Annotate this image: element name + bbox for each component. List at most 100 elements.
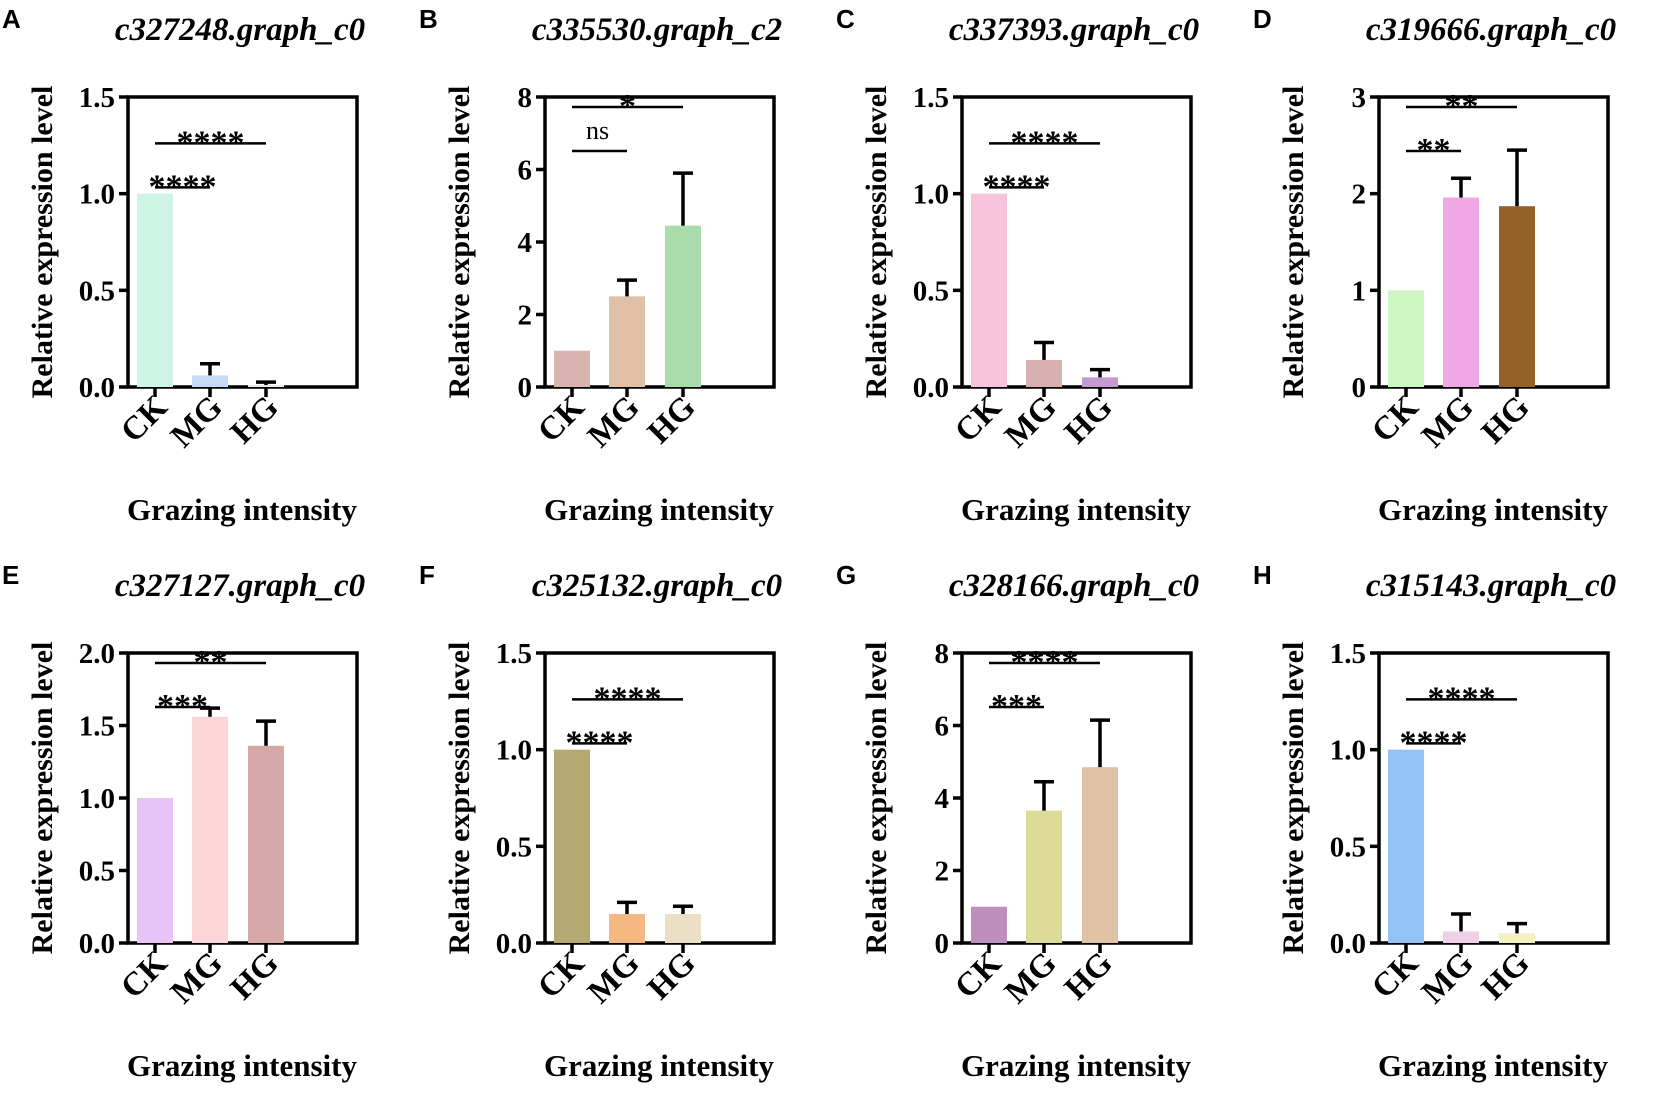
y-tick-label: 0.0 (1330, 928, 1366, 960)
chart-title: c325132.graph_c0 (532, 568, 782, 604)
chart-title: c335530.graph_c2 (532, 12, 782, 48)
significance-label: **** (1011, 124, 1079, 161)
significance-label: **** (1428, 680, 1496, 717)
y-tick-label: 0.5 (913, 275, 949, 307)
y-tick-label: 1.5 (1330, 638, 1366, 670)
category-label-mg: MG (164, 389, 230, 455)
bar-mg (609, 914, 645, 943)
y-tick-label: 1.0 (1330, 735, 1366, 767)
category-label-ck: CK (531, 945, 592, 1006)
x-axis-label: Grazing intensity (1378, 492, 1608, 527)
category-label-hg: HG (1475, 389, 1537, 451)
chart-title: c328166.graph_c0 (949, 568, 1199, 604)
y-axis-label: Relative expression level (26, 642, 59, 955)
chart-title: c327127.graph_c0 (115, 568, 365, 604)
y-tick-label: 1.0 (496, 735, 532, 767)
y-tick-label: 1.5 (79, 711, 115, 743)
category-label-hg: HG (224, 945, 286, 1007)
category-label-mg: MG (1415, 945, 1481, 1011)
y-tick-label: 1 (1352, 275, 1367, 307)
category-label-ck: CK (1365, 945, 1426, 1006)
category-label-ck: CK (114, 945, 175, 1006)
bar-mg (192, 716, 228, 943)
x-axis-label: Grazing intensity (127, 1048, 357, 1083)
x-axis-label: Grazing intensity (961, 492, 1191, 527)
y-tick-label: 1.5 (79, 82, 115, 114)
bar-ck (137, 798, 173, 943)
y-tick-label: 0.5 (79, 856, 115, 888)
category-label-ck: CK (948, 945, 1009, 1006)
bar-mg (192, 375, 228, 387)
bar-mg (1026, 810, 1062, 943)
category-label-ck: CK (531, 389, 592, 450)
panel-letter: A (2, 4, 21, 34)
y-tick-label: 0.0 (79, 928, 115, 960)
significance-label: **** (594, 680, 662, 717)
panel-letter: D (1253, 4, 1272, 34)
category-label-hg: HG (224, 389, 286, 451)
y-axis-label: Relative expression level (1277, 86, 1310, 399)
y-axis-label: Relative expression level (1277, 642, 1310, 955)
panel-letter: G (836, 560, 856, 590)
category-label-hg: HG (1058, 389, 1120, 451)
bar-hg (1082, 767, 1118, 943)
significance-label: **** (149, 168, 217, 205)
plot-frame (1377, 95, 1610, 389)
bar-ck (554, 350, 590, 387)
y-axis-label: Relative expression level (860, 642, 893, 955)
x-axis-label: Grazing intensity (961, 1048, 1191, 1083)
bar-mg (609, 296, 645, 387)
y-tick-label: 0 (935, 928, 950, 960)
category-label-mg: MG (581, 389, 647, 455)
x-axis-label: Grazing intensity (127, 492, 357, 527)
y-tick-label: 4 (935, 783, 950, 815)
panel-letter: C (836, 4, 855, 34)
significance-label: *** (157, 688, 208, 725)
significance-label: ** (1445, 88, 1479, 125)
category-label-ck: CK (1365, 389, 1426, 450)
significance-label: * (619, 88, 636, 125)
panel-letter: B (419, 4, 438, 34)
plot-frame (960, 95, 1193, 389)
y-tick-label: 0 (1352, 372, 1367, 404)
significance-label: **** (177, 124, 245, 161)
bar-ck (1388, 290, 1424, 387)
bar-ck (137, 193, 173, 387)
y-tick-label: 0.0 (79, 372, 115, 404)
bar-hg (665, 225, 701, 387)
chart-title: c319666.graph_c0 (1366, 12, 1616, 48)
category-label-hg: HG (641, 945, 703, 1007)
category-label-ck: CK (948, 389, 1009, 450)
y-tick-label: 0.0 (496, 928, 532, 960)
y-tick-label: 0.5 (496, 831, 532, 863)
y-tick-label: 8 (518, 82, 533, 114)
significance-label: ** (1417, 132, 1451, 169)
y-tick-label: 2 (1352, 179, 1367, 211)
category-label-mg: MG (1415, 389, 1481, 455)
bar-ck (971, 906, 1007, 943)
bar-hg (665, 914, 701, 943)
x-axis-label: Grazing intensity (1378, 1048, 1608, 1083)
category-label-ck: CK (114, 389, 175, 450)
bar-ck (1388, 749, 1424, 943)
y-tick-label: 1.5 (496, 638, 532, 670)
y-tick-label: 2.0 (79, 638, 115, 670)
y-axis-label: Relative expression level (443, 86, 476, 399)
significance-label: ** (194, 644, 228, 681)
significance-label: **** (1400, 724, 1468, 761)
category-label-mg: MG (998, 945, 1064, 1011)
bar-hg (248, 385, 284, 387)
panel-letter: F (419, 560, 435, 590)
significance-label: **** (1011, 644, 1079, 681)
category-label-hg: HG (1475, 945, 1537, 1007)
y-tick-label: 0 (518, 372, 533, 404)
bar-mg (1026, 359, 1062, 387)
category-label-mg: MG (581, 945, 647, 1011)
panel-letter: H (1253, 560, 1272, 590)
bar-ck (554, 749, 590, 943)
